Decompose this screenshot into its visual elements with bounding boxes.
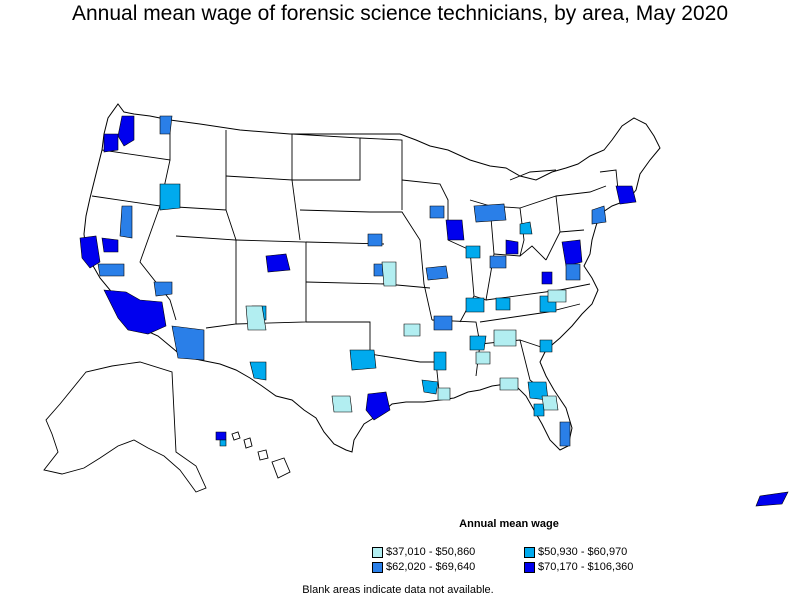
legend-swatch-tier3: [372, 561, 383, 573]
legend-label-tier2: $50,930 - $60,970: [538, 546, 628, 558]
footnote: Blank areas indicate data not available.: [302, 584, 494, 596]
hawaii-islands: [231, 431, 291, 479]
legend-item-tier3: $62,020 - $69,640: [372, 561, 475, 573]
alaska-outline: [43, 361, 207, 493]
legend-item-tier2: $50,930 - $60,970: [524, 546, 627, 558]
legend-swatch-tier1: [372, 546, 383, 558]
legend-label-tier1: $37,010 - $50,860: [386, 546, 476, 558]
legend-swatch-tier4: [524, 561, 535, 573]
legend-title: Annual mean wage: [459, 518, 559, 530]
metro-areas: [79, 115, 789, 507]
map-title: Annual mean wage of forensic science tec…: [71, 2, 729, 25]
legend-label-tier3: $62,020 - $69,640: [386, 561, 476, 573]
legend-label-tier4: $70,170 - $106,360: [538, 561, 634, 573]
legend-swatch-tier2: [524, 546, 535, 558]
legend-item-tier1: $37,010 - $50,860: [372, 546, 475, 558]
legend-item-tier4: $70,170 - $106,360: [524, 561, 633, 573]
